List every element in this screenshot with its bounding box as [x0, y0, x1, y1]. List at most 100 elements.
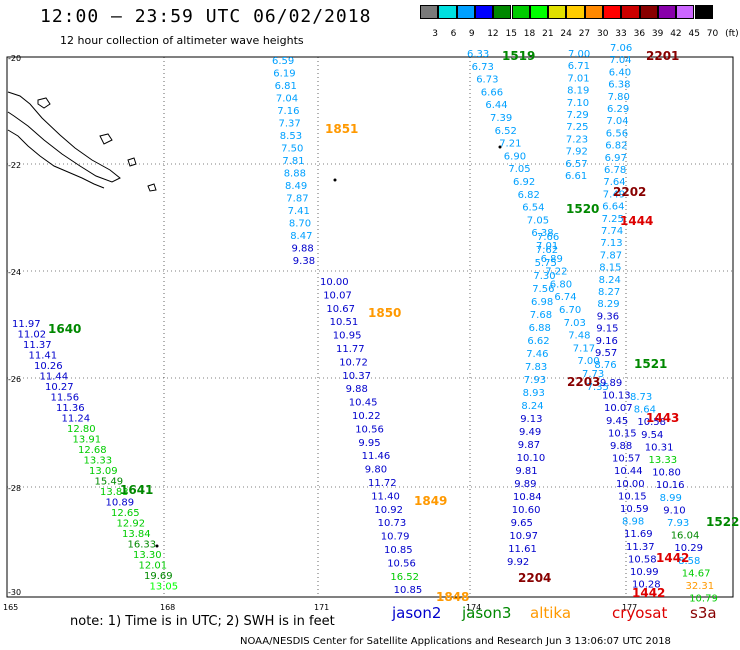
wave-height-value: 7.93 [667, 518, 689, 529]
colorbar-label: 12 [487, 29, 499, 39]
wave-height-value: 15.49 [95, 477, 124, 488]
wave-height-value: 6.73 [472, 62, 494, 73]
wave-height-value: 8.70 [289, 219, 311, 230]
islet-dot-1 [333, 178, 337, 182]
colorbar-swatch [657, 5, 677, 19]
pass-label: 1443 [646, 411, 679, 425]
wave-height-value: 7.21 [499, 139, 521, 150]
wave-height-value: 14.67 [682, 568, 711, 579]
map-grid: -20 -22 -24 -26 -28 -30 165 168 171 174 177 [3, 54, 733, 612]
wave-height-value: 10.72 [339, 357, 368, 368]
wave-height-value: 6.19 [273, 69, 295, 80]
wave-height-value: 7.22 [545, 267, 567, 278]
colorbar-swatch [420, 5, 439, 19]
wave-height-value: 8.27 [598, 287, 620, 298]
coastline-new-caledonia [7, 91, 121, 183]
wave-height-value: 10.95 [333, 331, 362, 342]
wave-height-value: 7.04 [276, 94, 298, 105]
wave-height-value: 13.30 [133, 550, 162, 561]
wave-height-value: 7.46 [526, 349, 548, 360]
wave-height-value: 7.49 [603, 189, 625, 200]
colorbar-label: 45 [688, 29, 700, 39]
wave-height-value: 19.69 [144, 571, 173, 582]
lon-tick-label: 171 [314, 603, 329, 612]
wave-height-value: 9.80 [365, 465, 387, 476]
wave-height-value: 7.17 [573, 343, 595, 354]
wave-height-value: 10.85 [394, 585, 423, 596]
wave-height-value: 9.89 [514, 479, 536, 490]
wave-height-value: 12.80 [67, 424, 96, 435]
wave-height-value: 6.80 [550, 279, 572, 290]
wave-height-value: 6.82 [605, 141, 627, 152]
footer-note: note: 1) Time is in UTC; 2) SWH is in fe… [70, 614, 335, 629]
pass-label: 1849 [414, 494, 447, 508]
wave-height-value: 12.92 [117, 519, 146, 530]
colorbar-swatch [438, 5, 457, 19]
wave-height-value: 7.93 [524, 375, 546, 386]
coastline-north-coast [7, 129, 105, 189]
wave-height-value: 6.61 [565, 171, 587, 182]
colorbar-label: 15 [505, 29, 517, 39]
colorbar-label: 42 [670, 29, 682, 39]
colorbar-swatch [603, 5, 622, 19]
wave-height-value: 10.22 [352, 411, 381, 422]
wave-height-value: 8.15 [599, 263, 621, 274]
wave-height-value: 6.38 [531, 228, 553, 239]
lat-tick-label: -24 [8, 268, 21, 277]
colorbar-swatch [474, 5, 494, 19]
wave-height-value: 6.44 [485, 100, 507, 111]
colorbar-label: 21 [542, 29, 554, 39]
wave-height-value: 11.46 [362, 451, 391, 462]
wave-height-value: 7.01 [536, 241, 558, 252]
coastline-islet-3 [127, 157, 137, 167]
wave-height-value: 12.65 [111, 508, 140, 519]
wave-height-value: 11.41 [29, 351, 58, 362]
wave-height-value: 6.64 [602, 202, 624, 213]
wave-height-value: 10.27 [45, 382, 74, 393]
wave-height-value: 13.33 [649, 455, 678, 466]
track-t1640: 11.9711.0211.3711.4110.2611.4410.2711.56… [12, 319, 178, 593]
islet-dot-3 [155, 544, 159, 548]
wave-height-value: 6.82 [518, 190, 540, 201]
wave-height-value: 7.81 [282, 156, 304, 167]
wave-height-value: 10.85 [384, 545, 413, 556]
legend-jason3: jason3 [462, 604, 512, 622]
colorbar-label: 18 [523, 29, 536, 39]
wave-height-value: 10.13 [602, 391, 631, 402]
islet-dot-2 [498, 145, 502, 149]
wave-height-value: 10.60 [512, 505, 541, 516]
wave-height-value: 10.00 [616, 479, 645, 490]
wave-height-value: 8.98 [622, 517, 644, 528]
wave-height-value: 7.41 [288, 206, 310, 217]
coastline [7, 91, 157, 192]
wave-height-value: 8.73 [630, 392, 652, 403]
wave-height-value: 8.99 [660, 493, 682, 504]
wave-height-value: 8.29 [597, 299, 619, 310]
wave-height-value: 7.37 [279, 119, 301, 130]
wave-height-value: 10.58 [628, 554, 657, 565]
wave-height-value: 10.31 [645, 442, 674, 453]
page-title: 12:00 – 23:59 UTC 06/02/2018 [40, 6, 372, 27]
wave-height-value: 9.36 [597, 311, 619, 322]
colorbar-label: 3 [432, 29, 439, 39]
pass-label: 1442 [632, 586, 665, 600]
wave-height-value: 6.56 [606, 128, 628, 139]
wave-height-value: 8.53 [280, 131, 302, 142]
colorbar-label: 39 [651, 29, 664, 39]
lon-tick-label: 168 [160, 603, 175, 612]
wave-height-value: 11.56 [51, 393, 80, 404]
colorbar-swatch [639, 5, 658, 19]
coastline-islet-1 [37, 97, 51, 109]
wave-height-value: 10.15 [608, 428, 637, 439]
wave-height-value: 6.73 [476, 75, 498, 86]
pass-label: 1851 [325, 122, 358, 136]
wave-height-value: 6.71 [568, 61, 590, 72]
wave-height-value: 6.38 [608, 80, 630, 91]
page-subtitle: 12 hour collection of altimeter wave hei… [60, 34, 304, 47]
wave-height-value: 7.39 [490, 113, 512, 124]
wave-height-value: 8.58 [678, 556, 700, 567]
wave-height-value: 7.10 [567, 98, 589, 109]
track-t2201: 7.006.717.01 8.197.107.297.257.23 7.926.57… [565, 49, 590, 182]
wave-height-value: 7.66 [537, 232, 559, 243]
wave-height-value: 10.45 [349, 398, 378, 409]
